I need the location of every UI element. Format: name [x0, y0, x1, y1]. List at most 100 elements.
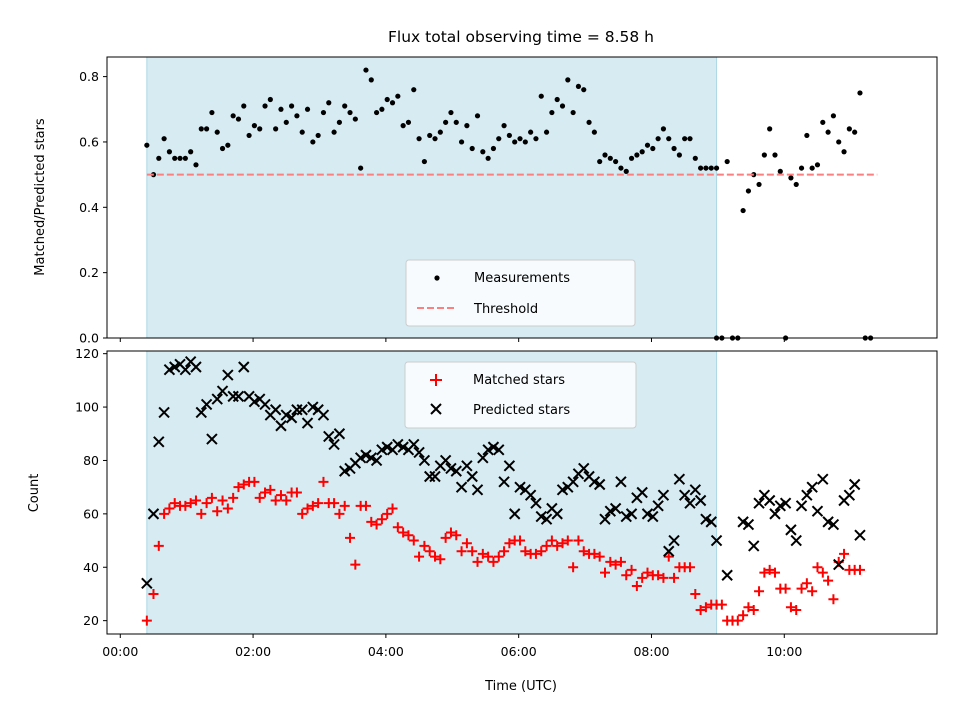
legend-threshold-label: Threshold: [473, 302, 538, 317]
legend-measurements-marker: [434, 275, 440, 281]
measurement-point: [188, 149, 194, 155]
measurement-point: [841, 149, 847, 155]
measurement-point: [814, 162, 821, 168]
measurement-point: [257, 126, 263, 132]
measurement-point: [230, 113, 236, 119]
matched-stars-point: [456, 546, 467, 557]
matched-stars-point: [254, 492, 265, 503]
y-tick-label: 40: [83, 560, 99, 575]
measurement-point: [161, 136, 167, 142]
matched-stars-point: [785, 602, 796, 613]
predicted-stars-point: [636, 486, 648, 499]
predicted-stars-point: [370, 454, 383, 467]
measurement-point: [177, 155, 183, 161]
measurement-point: [602, 152, 608, 158]
matched-stars-point: [392, 522, 403, 533]
matched-stars-point: [488, 556, 499, 567]
matched-stars-point: [743, 602, 754, 613]
matched-stars-point: [823, 575, 834, 586]
predicted-stars-point: [790, 534, 802, 547]
top-y-axis-label: Matched/Predicted stars: [33, 118, 48, 276]
matched-stars-point: [754, 586, 765, 597]
measurement-point: [485, 155, 491, 161]
matched-stars-point: [387, 503, 398, 514]
bottom-subplot-frame: [106, 350, 938, 635]
measurement-point: [288, 103, 295, 109]
matched-stars-point: [594, 551, 605, 562]
x-tick-label: 00:00: [102, 644, 138, 659]
matched-stars-point: [467, 546, 478, 557]
matched-stars-point: [684, 562, 695, 573]
predicted-stars-point: [801, 489, 813, 501]
matched-stars-point: [350, 559, 361, 570]
measurement-point: [294, 113, 300, 119]
measurement-point: [411, 87, 417, 93]
chart-title: Flux total observing time = 8.58 h: [388, 28, 654, 46]
predicted-stars-point: [769, 508, 781, 520]
measurement-point: [464, 123, 470, 129]
matched-stars-point: [578, 546, 589, 557]
predicted-stars-point: [742, 518, 755, 531]
matched-stars-point: [700, 602, 711, 613]
matched-stars-point: [201, 498, 212, 509]
measurement-point: [830, 113, 837, 119]
predicted-stars-point: [285, 412, 298, 424]
predicted-stars-point: [811, 505, 824, 517]
matched-stars-point: [249, 476, 260, 487]
measurement-point: [767, 126, 773, 132]
matched-stars-point: [222, 503, 233, 514]
x-axis-label: Time (UTC): [484, 679, 557, 694]
predicted-stars-point: [689, 484, 702, 496]
top-legend-box: [405, 259, 636, 327]
measurement-point: [209, 109, 215, 116]
matched-stars-point: [190, 495, 201, 506]
predicted-stars-point: [748, 540, 760, 552]
measurement-point: [363, 67, 369, 73]
matched-stars-point: [318, 476, 329, 487]
measurement-point: [496, 136, 502, 142]
measurement-point: [825, 129, 831, 135]
measurement-point: [597, 158, 603, 165]
measurement-point: [522, 139, 528, 145]
predicted-stars-point: [593, 478, 606, 491]
measurement-point: [416, 136, 422, 142]
measurement-point: [793, 181, 799, 188]
matched-stars-point: [313, 498, 324, 509]
measurement-point: [421, 158, 427, 165]
matched-stars-point: [307, 500, 318, 511]
measurement-point: [618, 165, 624, 171]
measurement-point: [857, 90, 863, 96]
measurement-point: [745, 188, 752, 194]
measurement-point: [586, 119, 592, 125]
bottom-y-axis-label: Count: [27, 474, 42, 513]
measurement-point: [437, 129, 443, 135]
top-subplot-marks: [144, 67, 878, 341]
matched-stars-point: [621, 570, 632, 581]
measurement-point: [368, 77, 374, 83]
measurement-point: [671, 145, 677, 152]
predicted-stars-point: [328, 438, 340, 451]
predicted-stars-point: [471, 484, 484, 496]
measurement-point: [358, 165, 364, 171]
measurement-point: [379, 106, 385, 112]
top-legend: Measurements Threshold: [405, 259, 636, 327]
measurement-point: [458, 139, 465, 145]
predicted-stars-point: [817, 473, 829, 485]
matched-stars-point: [759, 567, 770, 578]
matched-stars-point: [233, 482, 244, 493]
measurement-point: [798, 165, 805, 171]
matched-stars-point: [658, 572, 669, 583]
measurement-point: [262, 103, 268, 109]
predicted-stars-point: [694, 494, 707, 507]
matched-stars-point: [642, 567, 653, 578]
legend-matched-stars-label: Matched stars: [473, 373, 565, 388]
matched-stars-point: [275, 490, 286, 501]
measurement-point: [193, 162, 199, 168]
top-subplot: 0.00.20.40.60.8 Matched/Predicted stars …: [33, 56, 938, 346]
legend-measurements-label: Measurements: [474, 271, 570, 286]
measurement-point: [777, 168, 783, 174]
matched-stars-point: [817, 567, 828, 578]
measurement-point: [342, 103, 348, 109]
predicted-stars-point: [455, 481, 468, 493]
matched-stars-point: [281, 495, 292, 506]
